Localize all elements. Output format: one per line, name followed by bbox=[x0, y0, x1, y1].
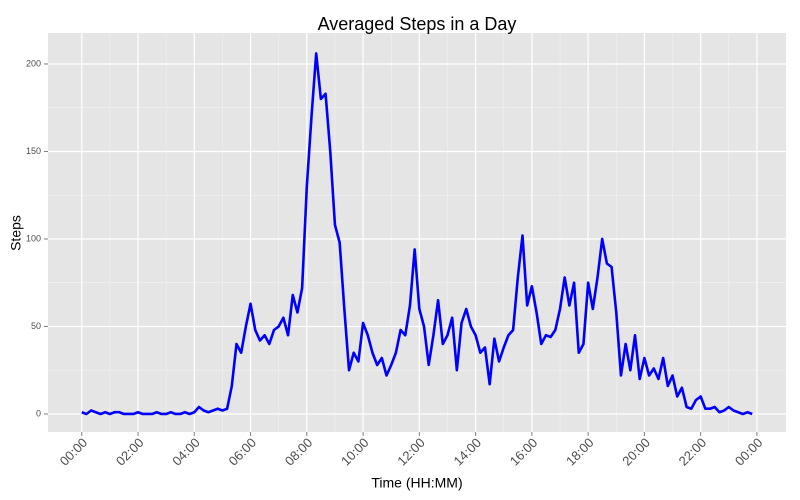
x-tick-label: 02:00 bbox=[113, 435, 147, 469]
chart-title: Averaged Steps in a Day bbox=[318, 14, 517, 34]
x-tick-label: 22:00 bbox=[676, 435, 710, 469]
x-tick-label: 04:00 bbox=[169, 435, 203, 469]
x-tick-label: 18:00 bbox=[563, 435, 597, 469]
y-tick-label: 200 bbox=[26, 58, 41, 68]
x-tick-label: 06:00 bbox=[225, 435, 259, 469]
x-tick-label: 08:00 bbox=[282, 435, 316, 469]
y-tick-label: 100 bbox=[26, 233, 41, 243]
x-axis-title: Time (HH:MM) bbox=[371, 475, 462, 491]
x-tick-label: 12:00 bbox=[394, 435, 428, 469]
grid bbox=[48, 33, 786, 432]
y-tick-label: 0 bbox=[36, 408, 41, 418]
x-tick-label: 00:00 bbox=[57, 435, 91, 469]
x-tick-label: 14:00 bbox=[451, 435, 485, 469]
x-tick-label: 16:00 bbox=[507, 435, 541, 469]
x-tick-label: 10:00 bbox=[338, 435, 372, 469]
y-axis-title: Steps bbox=[8, 215, 24, 251]
x-tick-label: 20:00 bbox=[619, 435, 653, 469]
y-tick-label: 50 bbox=[31, 321, 41, 331]
line bbox=[81, 52, 753, 416]
y-tick-label: 150 bbox=[26, 146, 41, 156]
x-tick-label: 00:00 bbox=[732, 435, 766, 469]
panel bbox=[48, 33, 786, 432]
